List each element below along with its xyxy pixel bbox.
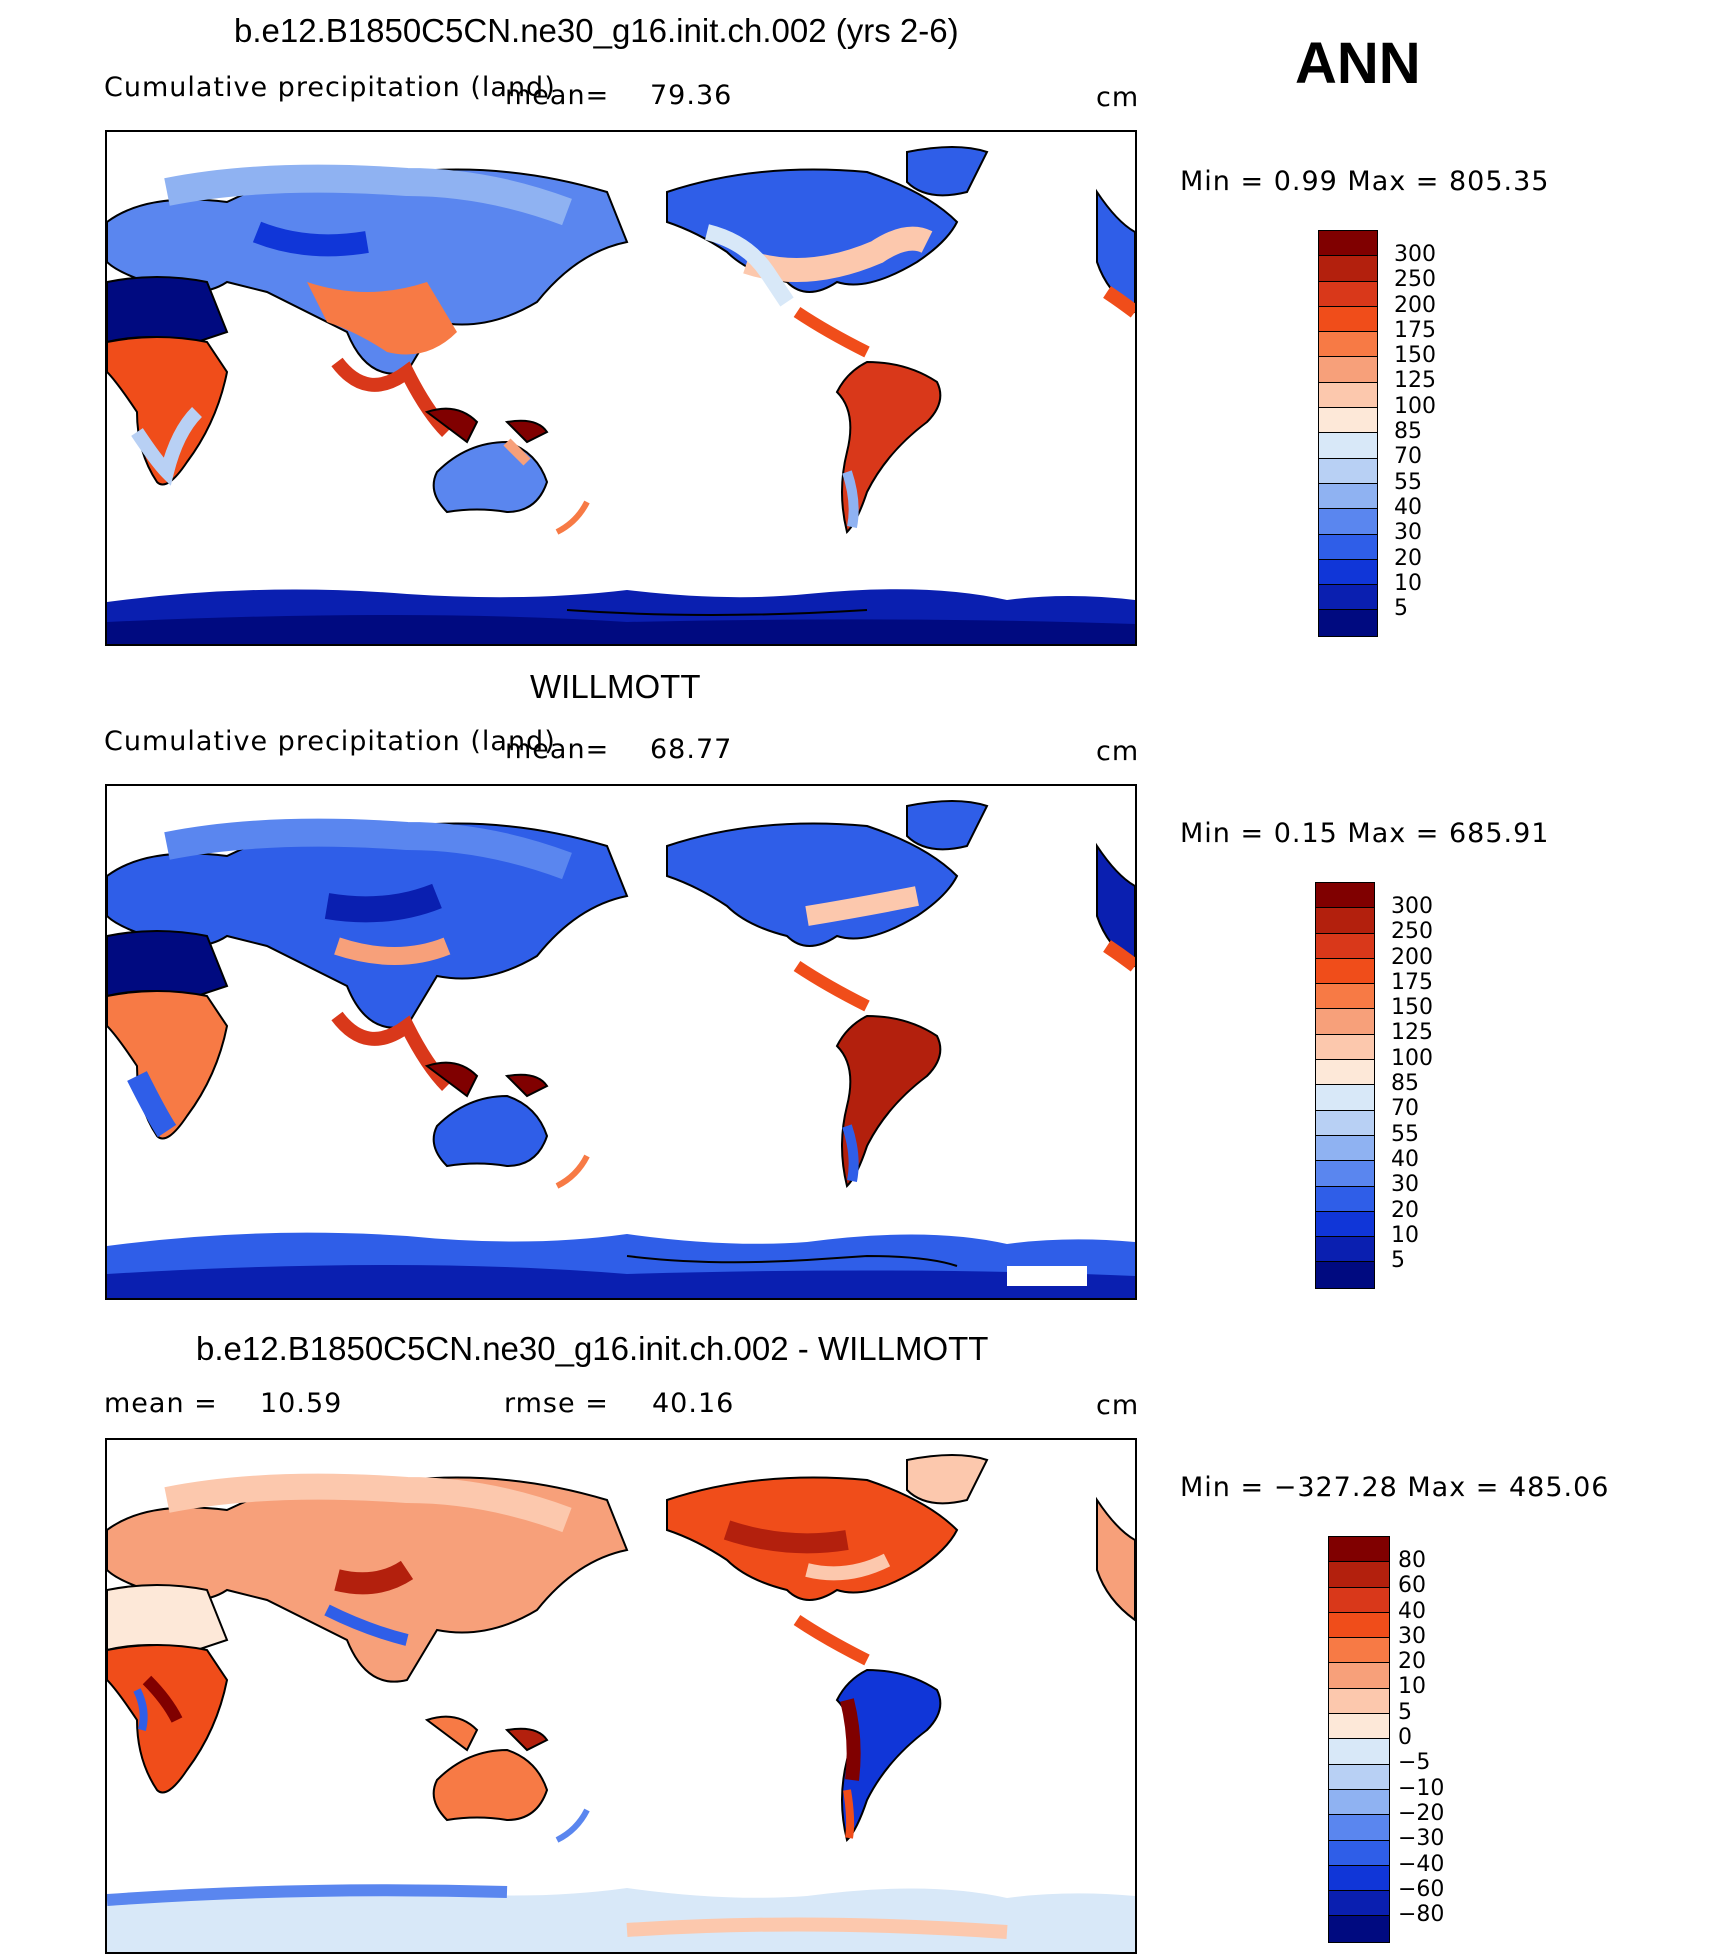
map-obs: [105, 784, 1137, 1300]
colorbar-label: 5: [1391, 1248, 1405, 1274]
panel-diff-mean-value: 10.59: [260, 1388, 343, 1419]
colorbar-label: 40: [1398, 1598, 1426, 1624]
colorbar-model-labels: 300 250 200 175 150 125 100 85 70 55 40 …: [1394, 242, 1436, 621]
colorbar-label: 80: [1398, 1548, 1426, 1573]
colorbar-label: 30: [1394, 520, 1422, 546]
colorbar-label: 85: [1391, 1071, 1419, 1097]
colorbar-label: −10: [1398, 1775, 1445, 1801]
colorbar-label: 70: [1391, 1096, 1419, 1122]
panel-diff-rmse-value: 40.16: [652, 1388, 735, 1419]
colorbar-label: 200: [1391, 944, 1433, 970]
colorbar-label: 100: [1394, 393, 1436, 419]
map-diff-canvas: [107, 1454, 1135, 1952]
panel-diff-rmse-label: rmse =: [504, 1388, 609, 1419]
panel-model-units: cm: [1096, 82, 1140, 113]
colorbar-obs: [1315, 882, 1375, 1289]
panel-model-title: b.e12.B1850C5CN.ne30_g16.init.ch.002 (yr…: [234, 12, 959, 49]
colorbar-diff: [1328, 1536, 1390, 1943]
colorbar-label: 10: [1394, 570, 1422, 596]
panel-diff-minmax: Min = −327.28 Max = 485.06: [1180, 1472, 1610, 1503]
panel-model-minmax: Min = 0.99 Max = 805.35: [1180, 166, 1550, 197]
panel-obs-mean-value: 68.77: [650, 734, 733, 765]
colorbar-label: 125: [1391, 1020, 1433, 1046]
colorbar-label: 20: [1391, 1197, 1419, 1223]
colorbar-label: 300: [1391, 894, 1433, 919]
colorbar-label: 20: [1398, 1649, 1426, 1675]
colorbar-label: 40: [1391, 1146, 1419, 1172]
panel-obs-units: cm: [1096, 736, 1140, 767]
colorbar-label: 70: [1394, 444, 1422, 470]
colorbar-label: 100: [1391, 1045, 1433, 1071]
colorbar-label: 150: [1394, 343, 1436, 369]
colorbar-diff-labels: 80 60 40 30 20 10 5 0 −5 −10 −20 −30 −40…: [1398, 1548, 1444, 1927]
colorbar-label: 250: [1394, 267, 1436, 293]
colorbar-label: −40: [1398, 1851, 1445, 1877]
colorbar-label: 55: [1391, 1121, 1419, 1147]
panel-model-subtitle: Cumulative precipitation (land): [104, 72, 556, 103]
map-obs-canvas: [107, 800, 1135, 1298]
panel-model-mean-label: mean=: [505, 80, 610, 111]
colorbar-label: −5: [1398, 1750, 1431, 1776]
colorbar-label: 5: [1394, 596, 1408, 622]
season-label: ANN: [1295, 31, 1421, 96]
colorbar-label: 60: [1398, 1573, 1426, 1599]
panel-diff-title: b.e12.B1850C5CN.ne30_g16.init.ch.002 - W…: [196, 1330, 989, 1367]
map-model: [105, 130, 1137, 646]
panel-obs-subtitle: Cumulative precipitation (land): [104, 726, 556, 757]
colorbar-label: 175: [1394, 317, 1436, 343]
colorbar-label: −60: [1398, 1876, 1445, 1902]
colorbar-label: 300: [1394, 242, 1436, 267]
colorbar-label: −80: [1398, 1902, 1445, 1928]
panel-obs-title: WILLMOTT: [530, 668, 701, 705]
colorbar-label: 200: [1394, 292, 1436, 318]
panel-diff-mean-label: mean =: [104, 1388, 218, 1419]
colorbar-label: −20: [1398, 1800, 1445, 1826]
panel-obs-minmax: Min = 0.15 Max = 685.91: [1180, 818, 1550, 849]
colorbar-label: 10: [1398, 1674, 1426, 1700]
colorbar-label: 125: [1394, 368, 1436, 394]
colorbar-label: 0: [1398, 1725, 1412, 1751]
colorbar-label: 250: [1391, 919, 1433, 945]
colorbar-label: −30: [1398, 1826, 1445, 1852]
colorbar-label: 175: [1391, 969, 1433, 995]
panel-obs-mean-label: mean=: [505, 734, 610, 765]
colorbar-label: 55: [1394, 469, 1422, 495]
colorbar-label: 85: [1394, 419, 1422, 445]
colorbar-label: 30: [1391, 1172, 1419, 1198]
colorbar-label: 10: [1391, 1222, 1419, 1248]
colorbar-label: 40: [1394, 494, 1422, 520]
colorbar-label: 5: [1398, 1699, 1412, 1725]
colorbar-label: 20: [1394, 545, 1422, 571]
colorbar-label: 30: [1398, 1623, 1426, 1649]
colorbar-model: [1318, 230, 1378, 637]
colorbar-obs-labels: 300 250 200 175 150 125 100 85 70 55 40 …: [1391, 894, 1433, 1273]
panel-model-mean-value: 79.36: [650, 80, 733, 111]
panel-diff-units: cm: [1096, 1390, 1140, 1421]
map-diff: [105, 1438, 1137, 1954]
colorbar-label: 150: [1391, 995, 1433, 1021]
map-model-canvas: [107, 146, 1135, 644]
